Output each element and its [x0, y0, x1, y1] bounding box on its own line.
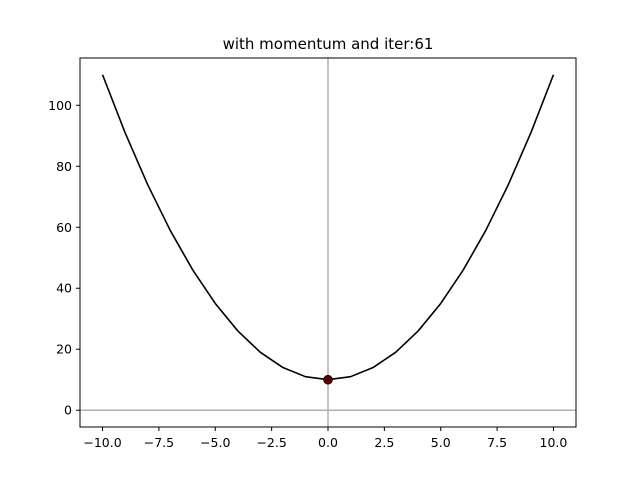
y-axis: 0 20 40 60 80 100 [48, 98, 80, 418]
y-tick-label: 20 [56, 342, 72, 357]
y-tick-label: 60 [56, 220, 72, 235]
x-tick-label: −2.5 [256, 435, 286, 450]
y-tick-label: 80 [56, 159, 72, 174]
x-tick-label: −10.0 [83, 435, 121, 450]
x-tick-label: 7.5 [487, 435, 507, 450]
x-tick-label: −7.5 [144, 435, 174, 450]
current-point-marker [323, 374, 333, 385]
y-tick-label: 0 [64, 403, 72, 418]
x-tick-label: 2.5 [374, 435, 394, 450]
chart-title: with momentum and iter:61 [223, 35, 434, 53]
y-tick-label: 100 [48, 98, 72, 113]
x-tick-label: −5.0 [200, 435, 230, 450]
x-axis: −10.0 −7.5 −5.0 −2.5 0.0 2.5 5.0 7.5 10.0 [83, 427, 567, 450]
x-tick-label: 5.0 [431, 435, 451, 450]
x-tick-label: 0.0 [318, 435, 338, 450]
y-tick-label: 40 [56, 281, 72, 296]
plot-area [80, 58, 576, 427]
x-tick-label: 10.0 [540, 435, 568, 450]
